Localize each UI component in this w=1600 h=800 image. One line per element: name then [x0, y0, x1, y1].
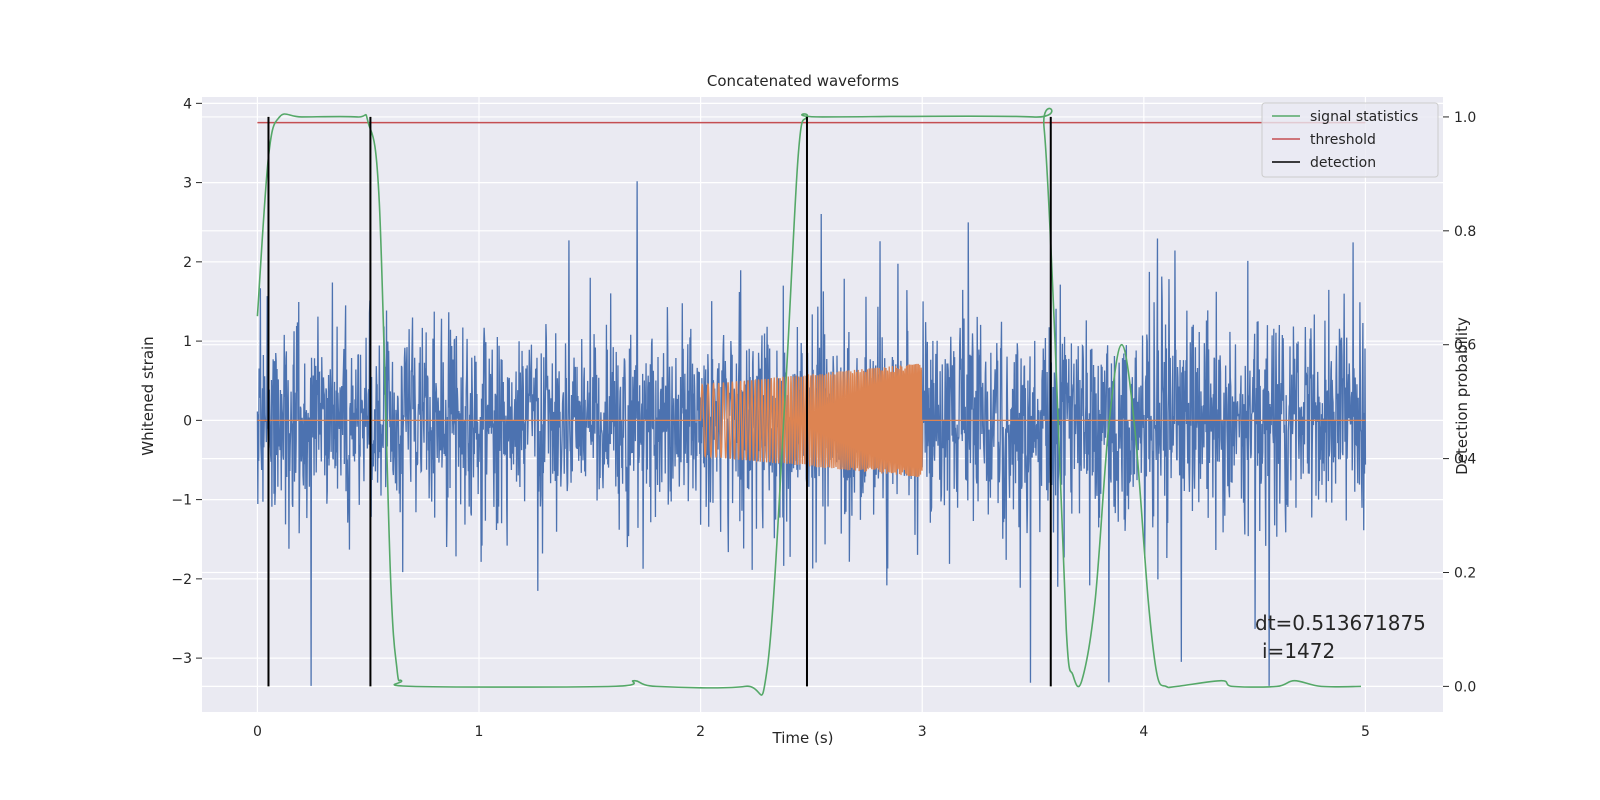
- legend-label-detection: detection: [1310, 155, 1376, 171]
- legend: signal statistics threshold detection: [1261, 102, 1439, 178]
- y-tick-label: 2: [183, 255, 192, 271]
- y-tick-label: −1: [171, 493, 192, 509]
- legend-box: [1261, 102, 1439, 178]
- y2-tick-label: 0.4: [1454, 452, 1476, 468]
- x-tick-label: 1: [475, 724, 484, 740]
- x-tick-label: 2: [696, 724, 705, 740]
- y-tick-label: 4: [183, 96, 192, 112]
- data-layer: [256, 107, 1367, 696]
- y-axis-label: Whitened strain: [139, 336, 157, 455]
- y2-tick-label: 1.0: [1454, 110, 1476, 126]
- annotation-i: i=1472: [1262, 639, 1335, 663]
- series-layer: [256, 107, 1367, 696]
- y2-axis-label: Detection probability: [1453, 317, 1471, 475]
- x-tick-label: 0: [253, 724, 262, 740]
- x-tick-label: 3: [918, 724, 927, 740]
- y2-tick-label: 0.6: [1454, 338, 1476, 354]
- chart-title: Concatenated waveforms: [707, 72, 899, 90]
- axes-layer: 0 1 2 3 4 5 −3 −2 −1 0 1 2 3 4 0.0 0.2 0.4 0.6 0.8 1.0: [171, 96, 1476, 740]
- y-tick-label: 3: [183, 176, 192, 192]
- y2-tick-label: 0.8: [1454, 224, 1476, 240]
- legend-label-threshold: threshold: [1310, 132, 1376, 148]
- y-tick-label: −3: [171, 651, 192, 667]
- x-axis-label: Time (s): [772, 729, 834, 747]
- y2-tick-label: 0.0: [1454, 679, 1476, 695]
- y-tick-label: 0: [183, 413, 192, 429]
- grid-layer: [202, 97, 1443, 712]
- y-tick-label: −2: [171, 572, 192, 588]
- signal-statistics-line: [256, 107, 1362, 696]
- legend-label-signal-statistics: signal statistics: [1310, 109, 1418, 125]
- y-tick-label: 1: [183, 334, 192, 350]
- chirp-signal-line: [257, 363, 1366, 477]
- y2-tick-label: 0.2: [1454, 565, 1476, 581]
- x-tick-label: 4: [1139, 724, 1148, 740]
- annotation-dt: dt=0.513671875: [1255, 611, 1426, 635]
- x-tick-label: 5: [1361, 724, 1370, 740]
